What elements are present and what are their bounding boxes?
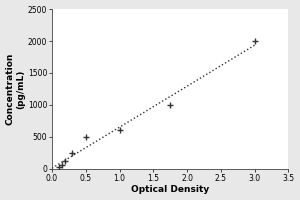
X-axis label: Optical Density: Optical Density (131, 185, 209, 194)
Y-axis label: Concentration
(pg/mL): Concentration (pg/mL) (6, 53, 25, 125)
